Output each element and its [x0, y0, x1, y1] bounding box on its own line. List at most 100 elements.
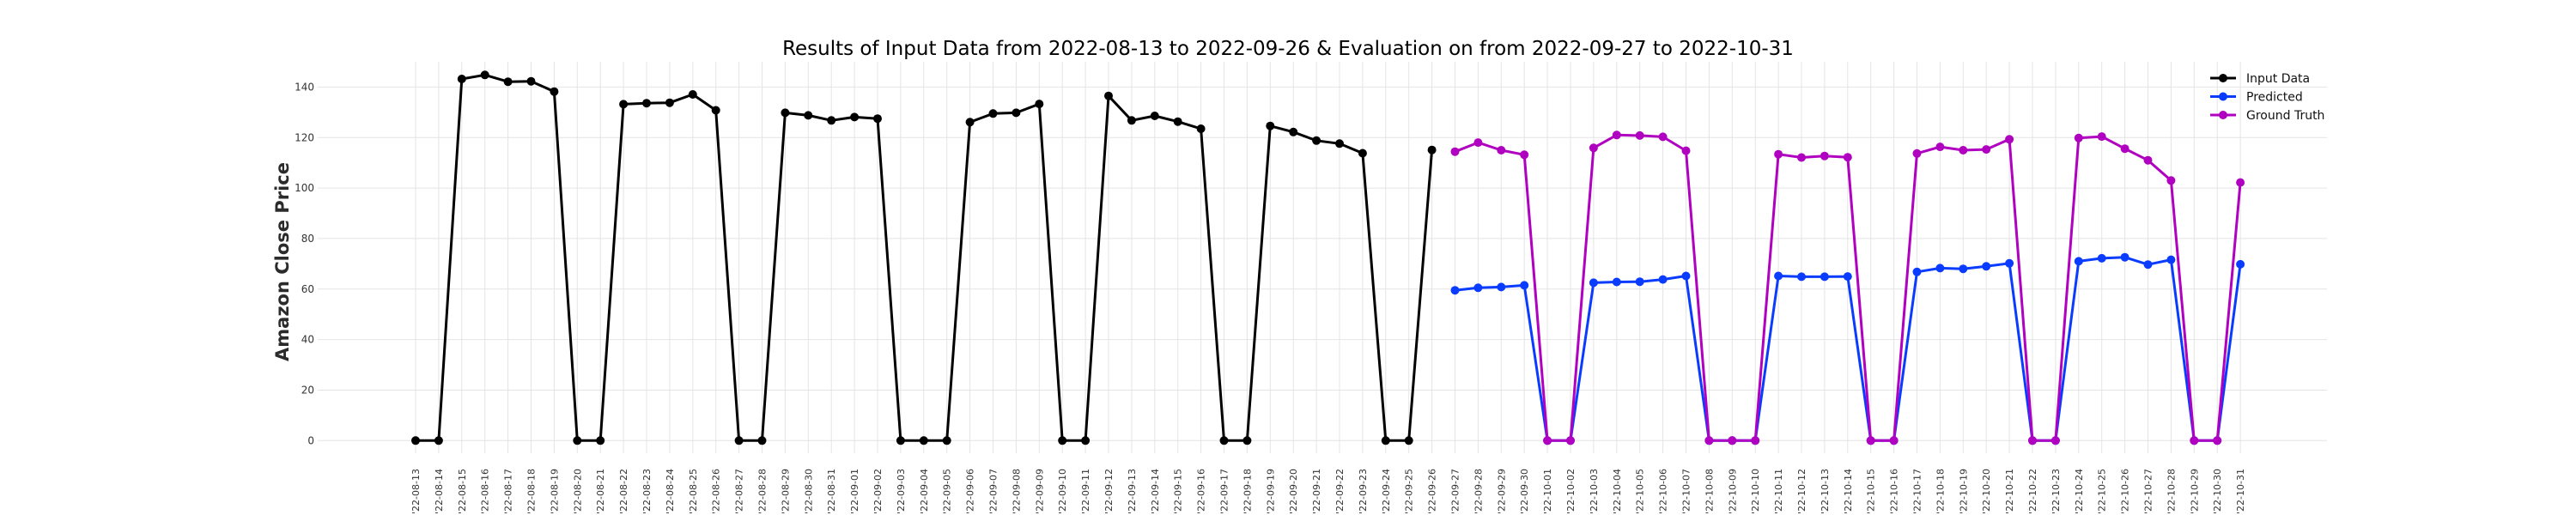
x-tick-label: '22-09-12: [1103, 469, 1115, 514]
data-point-ground-truth: [1751, 436, 1760, 445]
x-tick-label: '22-10-22: [2027, 469, 2038, 514]
data-point-predicted: [2120, 252, 2129, 262]
data-point-ground-truth: [2097, 132, 2106, 142]
data-point-input-data: [1035, 100, 1044, 109]
x-tick-label: '22-10-24: [2074, 469, 2085, 514]
legend-label: Predicted: [2246, 91, 2303, 105]
data-point-ground-truth: [1959, 146, 1968, 154]
data-point-input-data: [1335, 139, 1344, 148]
data-point-predicted: [1473, 283, 1483, 293]
data-point-ground-truth: [1982, 145, 1991, 154]
x-tick-label: '22-10-17: [1912, 469, 1923, 514]
series-ground-truth: [1450, 130, 2245, 445]
data-point-input-data: [919, 436, 928, 445]
x-tick-label: '22-10-30: [2212, 469, 2223, 514]
data-point-ground-truth: [1843, 153, 1852, 162]
data-point-input-data: [1242, 436, 1252, 445]
x-tick-label: '22-08-27: [734, 469, 745, 514]
data-point-input-data: [1127, 116, 1136, 125]
data-point-input-data: [411, 436, 420, 445]
series-group: [411, 70, 2245, 445]
data-point-ground-truth: [1658, 132, 1668, 142]
x-tick-label: '22-09-17: [1219, 469, 1230, 514]
data-point-input-data: [688, 90, 697, 99]
x-tick-label: '22-10-25: [2097, 469, 2108, 514]
data-point-input-data: [1081, 436, 1091, 445]
data-point-predicted: [1635, 277, 1644, 287]
data-point-predicted: [1658, 275, 1668, 284]
data-point-input-data: [711, 106, 720, 115]
y-tick-label: 60: [301, 283, 314, 295]
data-point-ground-truth: [1866, 436, 1875, 445]
data-point-predicted: [1912, 267, 1922, 276]
x-tick-label: '22-08-25: [688, 469, 699, 514]
data-point-predicted: [2143, 260, 2153, 270]
data-point-predicted: [1450, 286, 1460, 295]
data-point-ground-truth: [1889, 436, 1899, 445]
data-point-input-data: [434, 436, 443, 445]
legend: Input Data Predicted Ground Truth: [2210, 72, 2324, 123]
x-tick-label: '22-09-11: [1080, 469, 1091, 514]
x-tick-label: '22-08-26: [711, 469, 722, 514]
data-point-input-data: [526, 76, 536, 86]
data-point-input-data: [573, 436, 582, 445]
x-tick-label: '22-10-12: [1796, 469, 1807, 514]
x-tick-label: '22-09-08: [1011, 469, 1022, 514]
data-point-ground-truth: [1797, 153, 1806, 162]
data-point-predicted: [1774, 271, 1783, 281]
data-point-predicted: [1843, 272, 1852, 282]
x-tick-label: '22-08-23: [641, 469, 653, 514]
x-tick-label: '22-09-26: [1427, 469, 1438, 514]
x-tick-label: '22-10-18: [1935, 469, 1946, 514]
data-point-ground-truth: [1566, 436, 1575, 445]
series-input-data: [411, 70, 1437, 445]
data-point-ground-truth: [1820, 151, 1829, 161]
data-point-ground-truth: [1774, 149, 1783, 159]
data-point-input-data: [942, 436, 951, 445]
x-tick-label: '22-10-29: [2189, 469, 2200, 514]
data-point-predicted: [1497, 282, 1506, 292]
x-tick-label: '22-09-24: [1381, 469, 1392, 514]
data-point-input-data: [1266, 121, 1275, 130]
data-point-predicted: [1820, 272, 1829, 282]
data-point-ground-truth: [2143, 155, 2153, 165]
x-tick-label: '22-10-16: [1889, 469, 1900, 514]
data-point-input-data: [1058, 436, 1067, 445]
x-tick-label: '22-09-20: [1288, 469, 1299, 514]
x-tick-label: '22-10-31: [2235, 469, 2246, 514]
data-point-input-data: [1404, 436, 1413, 445]
x-tick-label: '22-08-31: [826, 469, 837, 514]
y-axis-label: Amazon Close Price: [272, 162, 293, 361]
x-tick-label: '22-10-09: [1727, 469, 1738, 514]
x-tick-label: '22-08-15: [457, 469, 468, 514]
x-tick-label: '22-09-25: [1404, 469, 1415, 514]
data-point-predicted: [2166, 255, 2176, 264]
data-point-ground-truth: [1543, 436, 1552, 445]
x-tick-label: '22-10-11: [1773, 469, 1784, 514]
data-point-ground-truth: [2028, 436, 2037, 445]
x-tick-label: '22-09-04: [919, 469, 930, 514]
x-tick-label: '22-10-19: [1958, 469, 1969, 514]
x-tick-label: '22-09-07: [988, 469, 999, 514]
data-point-ground-truth: [1612, 130, 1621, 140]
x-tick-label: '22-09-14: [1150, 469, 1161, 514]
x-tick-label: '22-09-02: [872, 469, 884, 514]
data-point-input-data: [1381, 436, 1390, 445]
x-tick-label: '22-09-23: [1358, 469, 1369, 514]
y-tick-label: 0: [307, 434, 314, 446]
x-tick-label: '22-10-08: [1704, 469, 1715, 514]
data-point-input-data: [550, 87, 559, 96]
data-point-predicted: [1982, 262, 1991, 271]
x-tick-label: '22-09-03: [896, 469, 907, 514]
x-tick-label: '22-09-28: [1473, 469, 1484, 514]
data-point-input-data: [804, 111, 813, 120]
data-point-input-data: [1358, 148, 1367, 158]
x-tick-label: '22-10-05: [1635, 469, 1646, 514]
y-tick-label: 40: [301, 334, 314, 346]
x-tick-label: '22-09-06: [965, 469, 976, 514]
x-tick-label: '22-08-21: [595, 469, 606, 514]
data-point-input-data: [757, 436, 767, 445]
data-point-input-data: [457, 75, 466, 83]
